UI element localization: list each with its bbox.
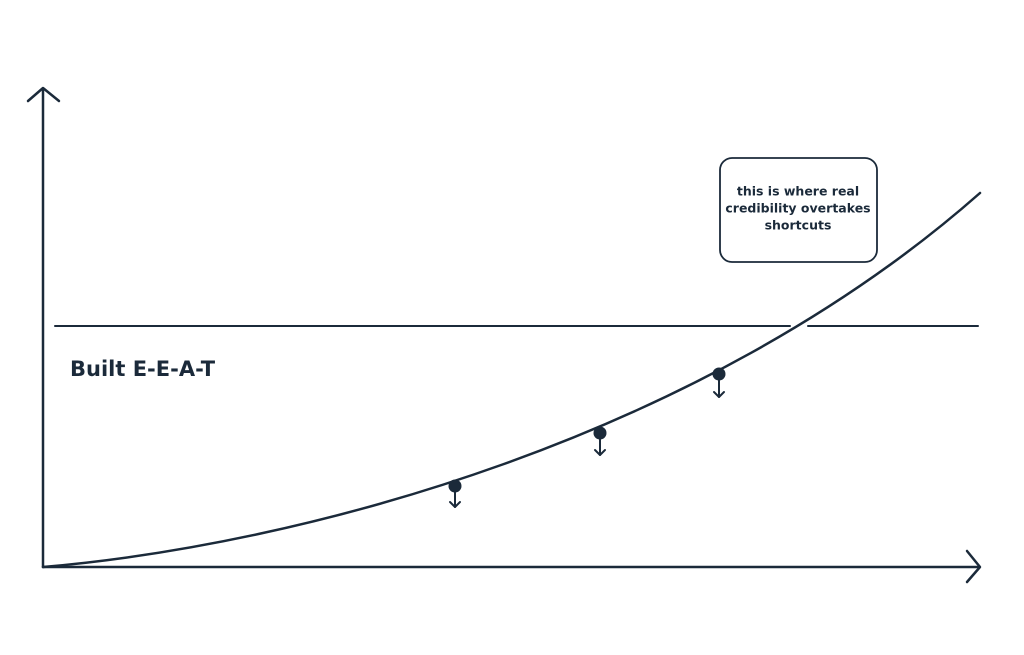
x-axis-arrow [965,549,982,584]
marker [448,479,462,508]
callout-line: this is where real [737,184,859,199]
label: Built E-E-A-T [70,357,216,381]
marker [712,367,726,398]
down-arrow-head [449,501,461,508]
point [593,426,607,440]
y-axis-arrow [26,86,61,103]
point [712,367,726,381]
callout-line: credibility overtakes [725,201,870,216]
callout-line: shortcuts [765,218,832,233]
down-arrow-head [713,391,725,398]
callout-box [719,157,878,263]
point [448,479,462,493]
growth-curve [41,191,982,569]
down-arrow-head [594,449,606,456]
marker [593,426,607,456]
